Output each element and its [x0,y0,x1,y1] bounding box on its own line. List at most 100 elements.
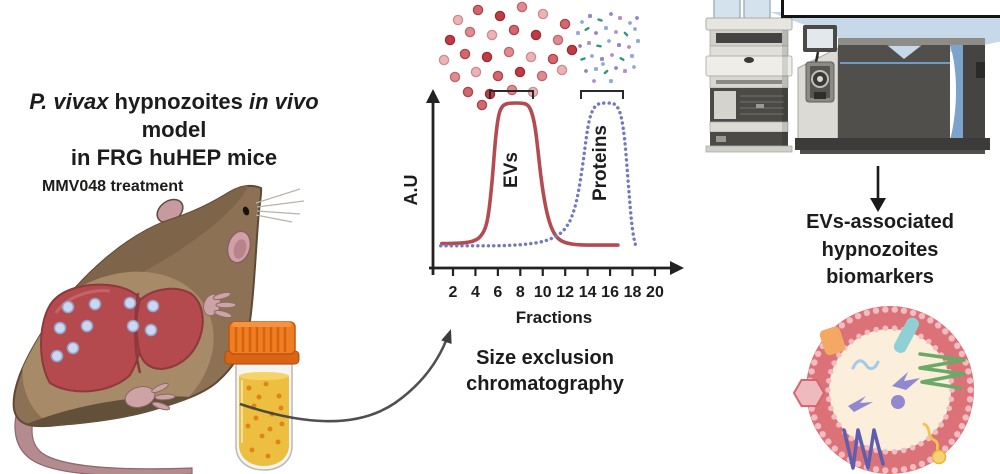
membrane-bead [825,378,832,384]
protein-particle [592,79,596,83]
ev-particle [525,51,537,63]
membrane-bead [831,445,838,452]
membrane-bead [965,368,972,375]
model-title-text-1: hypnozoites [108,89,249,114]
membrane-bead [864,444,871,451]
protein-particle [623,31,629,37]
membrane-bead [932,429,939,435]
plasma-particle [256,394,262,400]
membrane-bead [882,467,889,474]
ms-base [795,138,990,150]
protein-particle [614,30,618,34]
membrane-bead [864,329,871,336]
protein-particle [603,69,609,75]
membrane-bead [938,422,944,428]
membrane-bead [918,440,924,447]
membrane-bead [948,335,955,342]
hplc-tower [705,0,793,153]
protein-particle [584,69,588,73]
membrane-bead [927,317,934,324]
protein-particle [633,27,637,31]
membrane-bead [873,326,879,333]
mouse-front-paw [203,291,237,319]
ev-particle [481,51,493,63]
ev-particle [472,4,484,16]
mouse-eye [242,206,250,216]
membrane-bead [943,414,949,420]
liver-cleft [133,292,142,374]
vesicle-illustration [792,306,974,474]
proteins-peak-label: Proteins [590,124,611,202]
membrane-bead [825,387,831,393]
membrane-bead [900,466,908,473]
membrane-bead [811,359,818,366]
protein-particle [578,44,582,48]
mouse-hind-paw [124,382,176,411]
membrane-bead [958,350,966,358]
ev-particle [514,66,526,78]
cargo-rna-blue [851,359,880,371]
protein-particle [594,31,598,35]
membrane-bead [948,438,955,445]
membrane-bead [966,377,974,384]
flow-arrowhead-icon [441,329,452,344]
membrane-bead [966,396,974,403]
protein-particle [600,57,604,61]
sample-tube-illustration [224,321,300,471]
membrane-protein-orange [819,326,846,356]
membrane-bead [954,431,961,438]
ev-particle [508,24,520,36]
x-tick-label: 8 [515,284,525,301]
membrane-bead [942,445,949,452]
protein-particle [580,20,584,24]
y-axis-label: A.U [400,174,421,206]
plasma-particle [269,411,275,417]
membrane-bead [808,368,815,375]
membrane-bead [934,322,942,329]
model-title-italic-1: P. vivax [29,89,109,114]
membrane-bead [814,350,822,358]
proteins-peak-bracket [580,90,624,99]
membrane-bead [838,322,846,329]
membrane-bead [891,449,898,455]
plasma-surface [239,372,289,380]
ev-particle [492,70,504,82]
plasma-particle [246,385,252,391]
ev-particle [552,34,564,46]
ev-particle [536,70,548,82]
plasma-particle [279,421,285,427]
membrane-bead [967,386,974,394]
sec-chart [426,89,684,276]
plasma-particle [249,447,255,453]
membrane-bead [909,463,917,471]
x-tick-label: 14 [578,284,597,301]
protein-particle [576,31,580,35]
protein-particle [623,69,627,73]
protein-particle [614,66,618,70]
receptor-yellow-tail [922,422,940,453]
membrane-bead [848,338,855,345]
x-tick-label: 20 [646,284,664,301]
ev-particle [494,10,506,22]
protein-particle [617,43,621,47]
membrane-bead [831,414,837,420]
y-axis-arrowhead-icon [426,89,440,103]
membrane-bead [882,325,889,331]
protein-particle [632,65,636,69]
mouse-illustration [12,184,305,474]
ev-particle [438,54,450,66]
vesicle-membrane [806,306,974,474]
tube-plasma [239,376,289,466]
protein-particle [636,39,640,43]
cargo-protein-purple-1 [892,372,920,390]
plasma-particle [245,423,251,429]
ev-particle [452,14,464,26]
liver-highlight [54,289,111,314]
membrane-bead [918,460,926,468]
liver-illustration [40,283,204,393]
ev-particle [476,99,488,111]
hypnozoite-dots [50,296,160,363]
membrane-bead [872,466,880,473]
x-tick-label: 18 [623,284,642,301]
x-tick-label: 6 [493,284,503,301]
